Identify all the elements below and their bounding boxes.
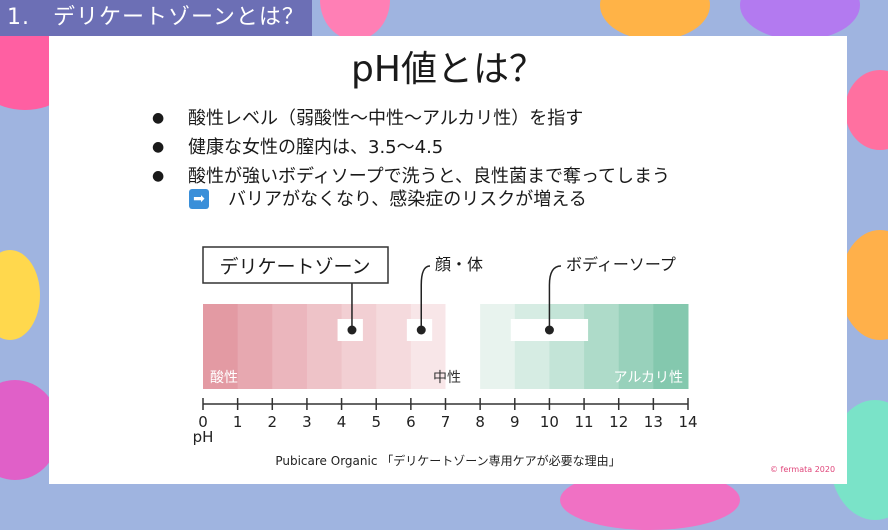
copyright-text: © fermata 2020: [770, 465, 836, 474]
arrow-point-text: バリアがなくなり、感染症のリスクが増える: [228, 189, 587, 210]
ph-tick-label: 4: [337, 413, 347, 431]
ph-segment: [203, 304, 239, 389]
bullet-item: 酸性が強いボディソープで洗うと、良性菌まで奪ってしまう: [148, 162, 670, 191]
ph-segment: [549, 304, 585, 389]
section-header: 1. デリケートゾーンとは？: [0, 0, 312, 36]
ph-zone-label: アルカリ性: [614, 370, 683, 386]
ph-tick-label: 5: [371, 413, 381, 431]
ph-tick-label: 9: [510, 413, 520, 431]
ph-segment: [618, 304, 654, 389]
ph-tick-label: 14: [678, 413, 697, 431]
ph-segment: [445, 304, 481, 389]
ph-tick-label: 10: [540, 413, 559, 431]
ph-scale-chart: 0 1 2 3 4 5 6 7 8 9 10 11 12 13 14pH酸性 中性 アルカリ性デリケートゾーン顔…: [193, 246, 698, 446]
ph-tick-label: 6: [406, 413, 416, 431]
marker-label: 顔・体: [435, 255, 483, 274]
ph-tick-label: 7: [441, 413, 451, 431]
marker-leader: [548, 265, 562, 330]
ph-segment: [410, 304, 446, 389]
marker-label: デリケートゾーン: [219, 256, 370, 278]
ph-segment: [376, 304, 412, 389]
marker-label-box: [202, 246, 389, 284]
ph-segment: [237, 304, 273, 389]
bullet-item: 健康な女性の膣内は、3.5〜4.5: [148, 133, 670, 162]
ph-axis-label: pH: [193, 428, 214, 446]
ph-segment: [480, 304, 516, 389]
slide-title: pH値とは？: [351, 49, 545, 90]
right-arrow-icon: ➡: [189, 189, 209, 209]
ph-segment: [653, 304, 689, 389]
ph-segment: [584, 304, 620, 389]
ph-tick-label: 1: [233, 413, 243, 431]
ph-segment: [272, 304, 308, 389]
ph-tick-label: 13: [644, 413, 663, 431]
ph-tick-label: 2: [268, 413, 278, 431]
ph-segment: [341, 304, 377, 389]
source-caption: Pubicare Organic 「デリケートゾーン専用ケアが必要な理由」: [275, 454, 621, 468]
ph-tick-label: 8: [475, 413, 485, 431]
ph-zone-label: 中性: [433, 370, 461, 386]
marker-label: ボディーソープ: [566, 255, 676, 274]
ph-tick-label: 3: [302, 413, 312, 431]
ph-tick-label: 11: [575, 413, 594, 431]
marker-leader: [420, 265, 431, 330]
ph-segment: [306, 304, 343, 389]
ph-tick-label: 0: [198, 413, 208, 431]
bullet-item: 酸性レベル（弱酸性〜中性〜アルカリ性）を指す: [148, 104, 670, 133]
ph-segment: [514, 304, 550, 389]
bullet-list: 酸性レベル（弱酸性〜中性〜アルカリ性）を指す 健康な女性の膣内は、3.5〜4.5…: [148, 104, 670, 191]
ph-tick-label: 12: [609, 413, 628, 431]
ph-zone-label: 酸性: [210, 370, 238, 386]
